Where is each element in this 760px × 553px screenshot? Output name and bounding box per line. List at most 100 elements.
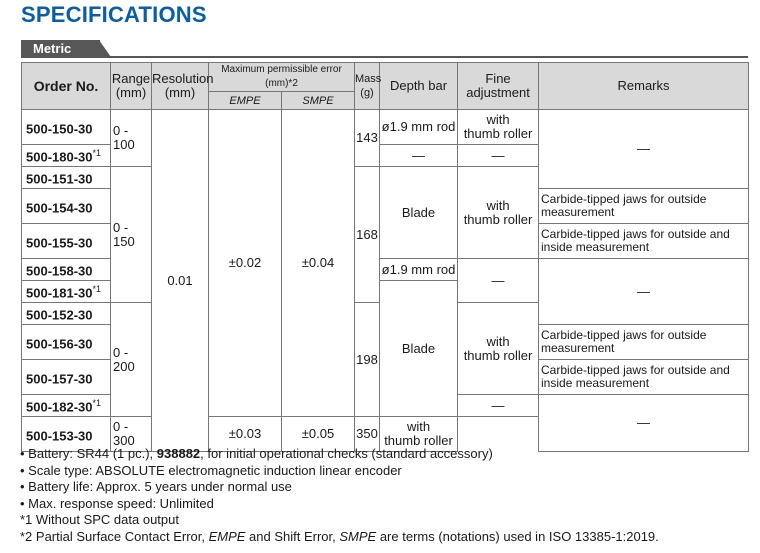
range-cell: 0 - 100: [110, 109, 152, 167]
order-note: *1: [92, 284, 102, 295]
order-number: 500-157-30: [26, 371, 93, 387]
range-cell: 0 - 200: [110, 302, 152, 417]
header-mpe: Maximum permissible error (mm)*2: [207, 62, 356, 92]
fine-adjustment-cell: with thumb roller: [457, 109, 540, 145]
note-battery-text-2: , for initial operational checks (standa…: [200, 446, 493, 461]
smpe-cell: ±0.05: [280, 416, 356, 452]
depth-bar-cell: Blade: [379, 280, 459, 417]
fine-with: with: [486, 333, 510, 349]
footnote-2-text-2: and Shift Error,: [245, 528, 340, 544]
note-battery-part: 938882: [156, 446, 201, 461]
remarks-cell: —: [538, 394, 750, 452]
mass-cell: 168: [354, 166, 381, 303]
range-cell: 0 - 300: [110, 416, 152, 452]
header-smpe: SMPE: [280, 91, 356, 110]
fine-thumb: thumb roller: [463, 126, 533, 141]
remarks-cell: Carbide-tipped jaws for outside measurem…: [538, 324, 750, 360]
fine-thumb: thumb roller: [463, 347, 533, 363]
note-battery-text: • Battery: SR44 (1 pc.),: [20, 446, 157, 461]
fine-adjustment-cell: with thumb roller: [457, 302, 540, 395]
page-title: SPECIFICATIONS: [21, 2, 207, 27]
section-tab-corner: [99, 40, 111, 57]
header-depth-bar: Depth bar: [379, 62, 459, 110]
fine-adjustment-cell: with thumb roller: [379, 416, 459, 452]
header-mass: Mass (g): [354, 62, 381, 110]
order-number: 500-152-30: [26, 307, 93, 323]
fine-adjustment-cell: —: [457, 258, 540, 303]
remarks-cell: Carbide-tipped jaws for outside measurem…: [538, 188, 750, 224]
fine-thumb: thumb roller: [384, 433, 453, 448]
header-mass-unit: (g): [360, 87, 374, 99]
footnote-2: *2 Partial Surface Contact Error, EMPE a…: [20, 529, 750, 546]
section-divider: [21, 56, 748, 58]
specifications-table: Order No. Range (mm) Resolution (mm) Maxim…: [21, 62, 750, 452]
fine-adjustment-cell: —: [457, 394, 540, 417]
mass-cell: 143: [354, 109, 381, 167]
notes: • Battery: SR44 (1 pc.), 938882, for ini…: [20, 446, 750, 545]
header-resolution-unit: (mm): [164, 85, 196, 100]
footnote-2-empe: EMPE: [208, 528, 246, 544]
note-battery: • Battery: SR44 (1 pc.), 938882, for ini…: [20, 446, 750, 463]
header-fine-adjustment: Fine adjustment: [457, 62, 540, 110]
range-cell: 0 - 150: [110, 166, 152, 303]
order-note: *1: [92, 148, 102, 159]
note-response: • Max. response speed: Unlimited: [20, 495, 214, 511]
table-row-order: 500-150-30: [21, 109, 111, 145]
order-number: 500-156-30: [26, 336, 93, 352]
depth-bar-cell: Blade: [379, 166, 459, 259]
fine-thumb: thumb roller: [463, 211, 533, 227]
footnote-2-smpe: SMPE: [339, 528, 377, 544]
fine-adjustment-cell: with thumb roller: [457, 166, 540, 259]
header-order-no: Order No.: [21, 62, 111, 110]
order-number: 500-151-30: [26, 171, 93, 187]
fine-with: with: [486, 197, 510, 213]
header-range-label: Range: [111, 71, 151, 86]
footnote-2-text: *2 Partial Surface Contact Error,: [20, 528, 209, 544]
footnote-1: *1 Without SPC data output: [20, 512, 179, 527]
header-fine-label-2: adjustment: [466, 85, 530, 100]
empe-cell: ±0.03: [208, 416, 282, 452]
resolution-cell: 0.01: [151, 109, 209, 452]
table-row-order: 500-152-30: [21, 302, 111, 325]
fine-with: with: [406, 419, 431, 434]
order-number: 500-158-30: [26, 263, 93, 279]
table-row-order: 500-157-30: [21, 359, 111, 395]
table-row-order: 500-151-30: [21, 166, 111, 189]
table-row-order: 500-180-30*1: [21, 144, 111, 167]
table-row-order: 500-182-30*1: [21, 394, 111, 417]
header-empe: EMPE: [208, 91, 282, 110]
remarks-cell: —: [538, 258, 750, 325]
fine-with: with: [486, 112, 510, 127]
depth-bar-cell: —: [379, 144, 459, 167]
table-row-order: 500-158-30: [21, 258, 111, 281]
remarks-cell: Carbide-tipped jaws for outside and insi…: [538, 359, 750, 395]
header-resolution-label: Resolution: [152, 71, 214, 86]
order-number: 500-155-30: [26, 235, 93, 251]
table-row-order: 500-153-30: [21, 416, 111, 452]
order-note: *1: [92, 398, 102, 409]
remarks-cell: Carbide-tipped jaws for outside and insi…: [538, 223, 750, 259]
fine-adjustment-cell: —: [457, 144, 540, 167]
depth-bar-cell: ø1.9 mm rod: [379, 258, 459, 281]
header-resolution: Resolution (mm): [151, 62, 213, 110]
order-number: 500-153-30: [26, 428, 93, 444]
depth-bar-cell: ø1.9 mm rod: [379, 109, 459, 145]
empe-cell: ±0.02: [208, 109, 282, 417]
order-number: 500-181-30: [26, 285, 93, 301]
remarks-cell: —: [538, 109, 750, 189]
header-range: Range (mm): [110, 62, 152, 110]
mass-cell: 198: [354, 302, 381, 417]
section-tab-metric: Metric: [21, 40, 100, 57]
table-row-order: 500-181-30*1: [21, 280, 111, 303]
note-battery-life: • Battery life: Approx. 5 years under no…: [20, 479, 292, 494]
smpe-cell: ±0.04: [280, 109, 356, 417]
order-number: 500-154-30: [26, 200, 93, 216]
order-number: 500-180-30: [26, 149, 93, 165]
note-scale: • Scale type: ABSOLUTE electromagnetic i…: [20, 462, 402, 478]
table-row-order: 500-155-30: [21, 223, 111, 259]
order-number: 500-150-30: [26, 121, 93, 137]
header-remarks: Remarks: [538, 62, 750, 110]
header-fine-label: Fine: [485, 71, 511, 86]
table-row-order: 500-156-30: [21, 324, 111, 360]
order-number: 500-182-30: [26, 399, 93, 415]
